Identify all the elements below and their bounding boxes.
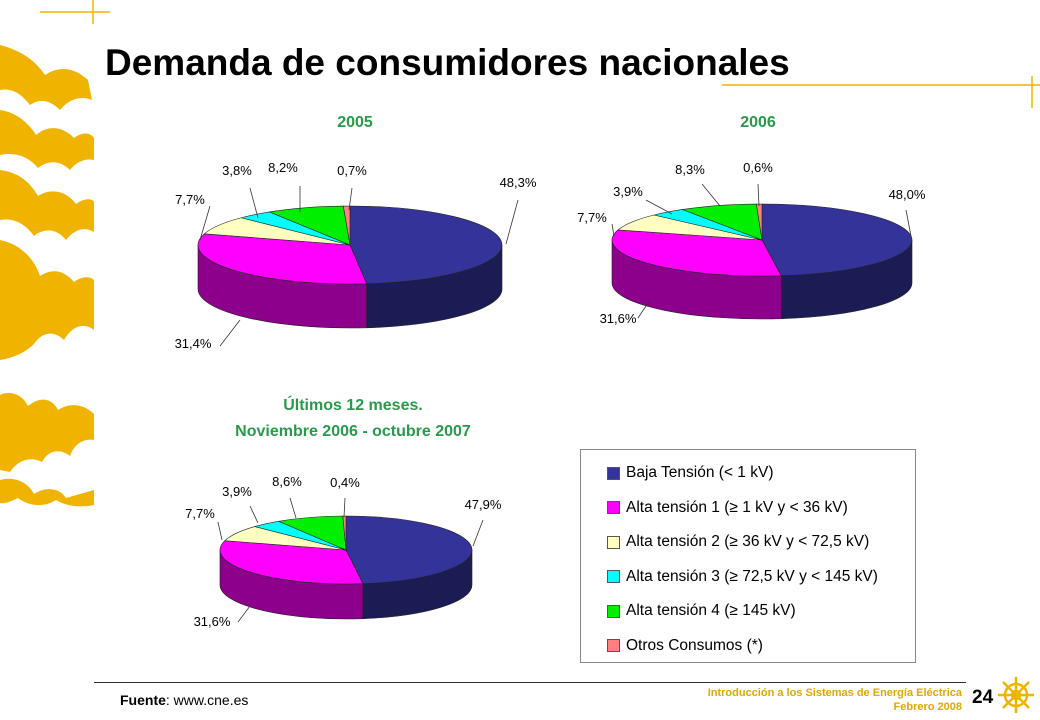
legend-item: Alta tensión 2 (≥ 36 kV y < 72,5 kV) (607, 525, 915, 560)
legend-item: Alta tensión 4 (≥ 145 kV) (607, 594, 915, 629)
data-label: 31,4% (175, 336, 212, 351)
legend-swatch (607, 570, 620, 584)
pie-slice (349, 205, 503, 285)
data-label: 3,9% (222, 484, 252, 499)
source-note: Fuente: www.cne.es (120, 692, 248, 708)
footer-divider (94, 682, 966, 683)
legend-swatch (607, 501, 620, 515)
leader-line (289, 497, 297, 519)
pie-title: 2005 (337, 114, 373, 131)
wheel-logo-icon (998, 677, 1034, 713)
course-date: Febrero 2008 (893, 701, 962, 713)
pie-slice (345, 515, 473, 584)
data-label: 31,6% (600, 311, 637, 326)
legend-label: Alta tensión 2 (≥ 36 kV y < 72,5 kV) (626, 533, 870, 551)
data-label: 8,3% (675, 162, 705, 177)
legend-label: Alta tensión 3 (≥ 72,5 kV y < 145 kV) (626, 567, 878, 585)
leader-line (472, 519, 484, 547)
leader-line (237, 605, 251, 623)
data-label: 7,7% (577, 210, 607, 225)
data-label: 0,6% (743, 160, 773, 175)
data-label: 0,7% (337, 163, 367, 178)
source-label: Fuente (120, 692, 166, 708)
pie-title: 2006 (740, 114, 776, 131)
legend-swatch (607, 639, 620, 653)
leader-line (637, 299, 651, 319)
source-value: : www.cne.es (165, 692, 249, 708)
legend-swatch (607, 535, 620, 549)
legend-label: Alta tensión 1 (≥ 1 kV y < 36 kV) (626, 498, 848, 516)
leader-line (343, 497, 346, 518)
data-label: 8,2% (268, 160, 298, 175)
data-label: 31,6% (194, 614, 231, 629)
data-label: 48,0% (889, 187, 926, 202)
leader-line (701, 183, 721, 207)
pie-slice (197, 233, 368, 285)
page-title: Demanda de consumidores nacionales (105, 42, 790, 83)
course-title: Introducción a los Sistemas de Energía E… (707, 687, 962, 699)
pie-slice (342, 205, 351, 246)
leader-line (249, 505, 259, 524)
leader-line (611, 223, 615, 237)
leader-line (249, 187, 259, 219)
leader-line (348, 187, 353, 211)
data-label: 47,9% (465, 497, 502, 512)
legend-label: Alta tensión 4 (≥ 145 kV) (626, 602, 796, 620)
pie-slice (219, 540, 364, 585)
pie-title: Últimos 12 meses. (283, 395, 423, 414)
legend-item: Alta tensión 1 (≥ 1 kV y < 36 kV) (607, 491, 915, 526)
legend-item: Baja Tensión (< 1 kV) (607, 456, 915, 491)
pie-chart: 2005 48,3% 31,4% 7,7% 3,8% 8,2% 0,7% (175, 114, 537, 351)
leader-line (199, 205, 211, 241)
data-label: 3,9% (613, 184, 643, 199)
page-number: 24 (972, 687, 994, 708)
data-label: 0,4% (330, 475, 360, 490)
leader-line (217, 521, 223, 541)
pie-title: Noviembre 2006 - octubre 2007 (235, 423, 471, 440)
pie-slice (611, 229, 782, 277)
leader-line (905, 209, 912, 237)
course-info: Introducción a los Sistemas de Energía E… (708, 686, 962, 714)
data-label: 7,7% (175, 192, 205, 207)
legend-item: Otros Consumos (*) (607, 629, 915, 664)
pie-chart: 2006 48,0% 31,6% 7,7% 3,9% 8,3% 0,6% (577, 114, 926, 326)
legend-label: Otros Consumos (*) (626, 636, 763, 654)
legend-swatch (607, 604, 620, 618)
leader-line (505, 199, 519, 245)
data-label: 7,7% (185, 506, 215, 521)
data-label: 8,6% (272, 474, 302, 489)
leader-line (757, 183, 760, 207)
chart-legend: Baja Tensión (< 1 kV) Alta tensión 1 (≥ 1… (580, 449, 916, 663)
leader-line (645, 199, 673, 215)
data-label: 3,8% (222, 163, 252, 178)
legend-item: Alta tensión 3 (≥ 72,5 kV y < 145 kV) (607, 560, 915, 595)
legend-label: Baja Tensión (< 1 kV) (626, 464, 774, 482)
pie-slice (761, 203, 913, 277)
pie-chart: Últimos 12 meses. Noviembre 2006 - octubr… (185, 395, 502, 629)
leader-line (219, 319, 241, 347)
legend-swatch (607, 466, 620, 480)
data-label: 48,3% (500, 175, 537, 190)
